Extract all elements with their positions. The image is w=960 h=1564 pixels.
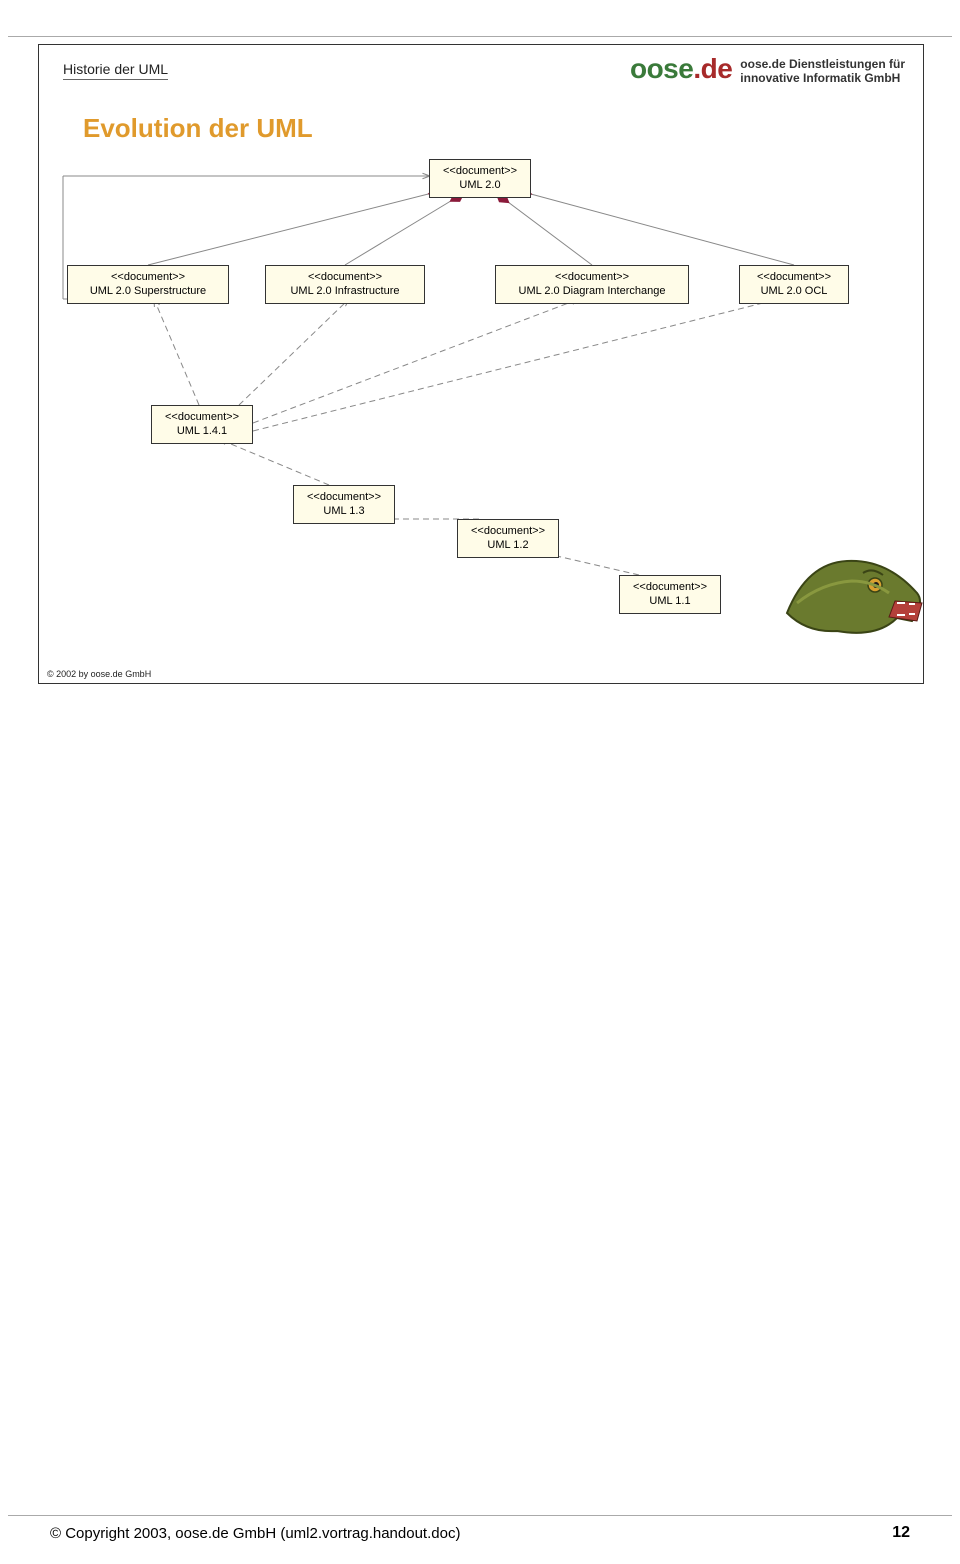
bottom-rule [8,1515,952,1516]
node-uml141: <<document>>UML 1.4.1 [151,405,253,444]
node-uml11: <<document>>UML 1.1 [619,575,721,614]
top-rule [8,36,952,37]
node-uml20: <<document>>UML 2.0 [429,159,531,198]
brand-dot: . [693,53,700,84]
dinosaur-icon [777,543,927,653]
node-infra: <<document>>UML 2.0 Infrastructure [265,265,425,304]
brand-tagline: oose.de Dienstleistungen für innovative … [740,53,905,86]
node-ocl: <<document>>UML 2.0 OCL [739,265,849,304]
brand-tagline-1: oose.de Dienstleistungen für [740,57,905,71]
node-uml13: <<document>>UML 1.3 [293,485,395,524]
brand-oose: oose [630,53,693,84]
slide-copyright: © 2002 by oose.de GmbH [47,669,151,679]
brand-tagline-2: innovative Informatik GmbH [740,71,900,85]
slide-frame: Historie der UML oose.de oose.de Dienstl… [38,44,924,684]
brand-de: de [701,53,733,84]
brand-name: oose.de [630,53,732,85]
footer-page-number: 12 [892,1524,910,1542]
slide-title: Evolution der UML [83,113,313,144]
section-label: Historie der UML [63,61,168,80]
footer-copyright: © Copyright 2003, oose.de GmbH (uml2.vor… [50,1525,460,1542]
node-super: <<document>>UML 2.0 Superstructure [67,265,229,304]
node-diag: <<document>>UML 2.0 Diagram Interchange [495,265,689,304]
page: Historie der UML oose.de oose.de Dienstl… [0,0,960,1564]
node-uml12: <<document>>UML 1.2 [457,519,559,558]
brand-block: oose.de oose.de Dienstleistungen für inn… [630,53,905,86]
